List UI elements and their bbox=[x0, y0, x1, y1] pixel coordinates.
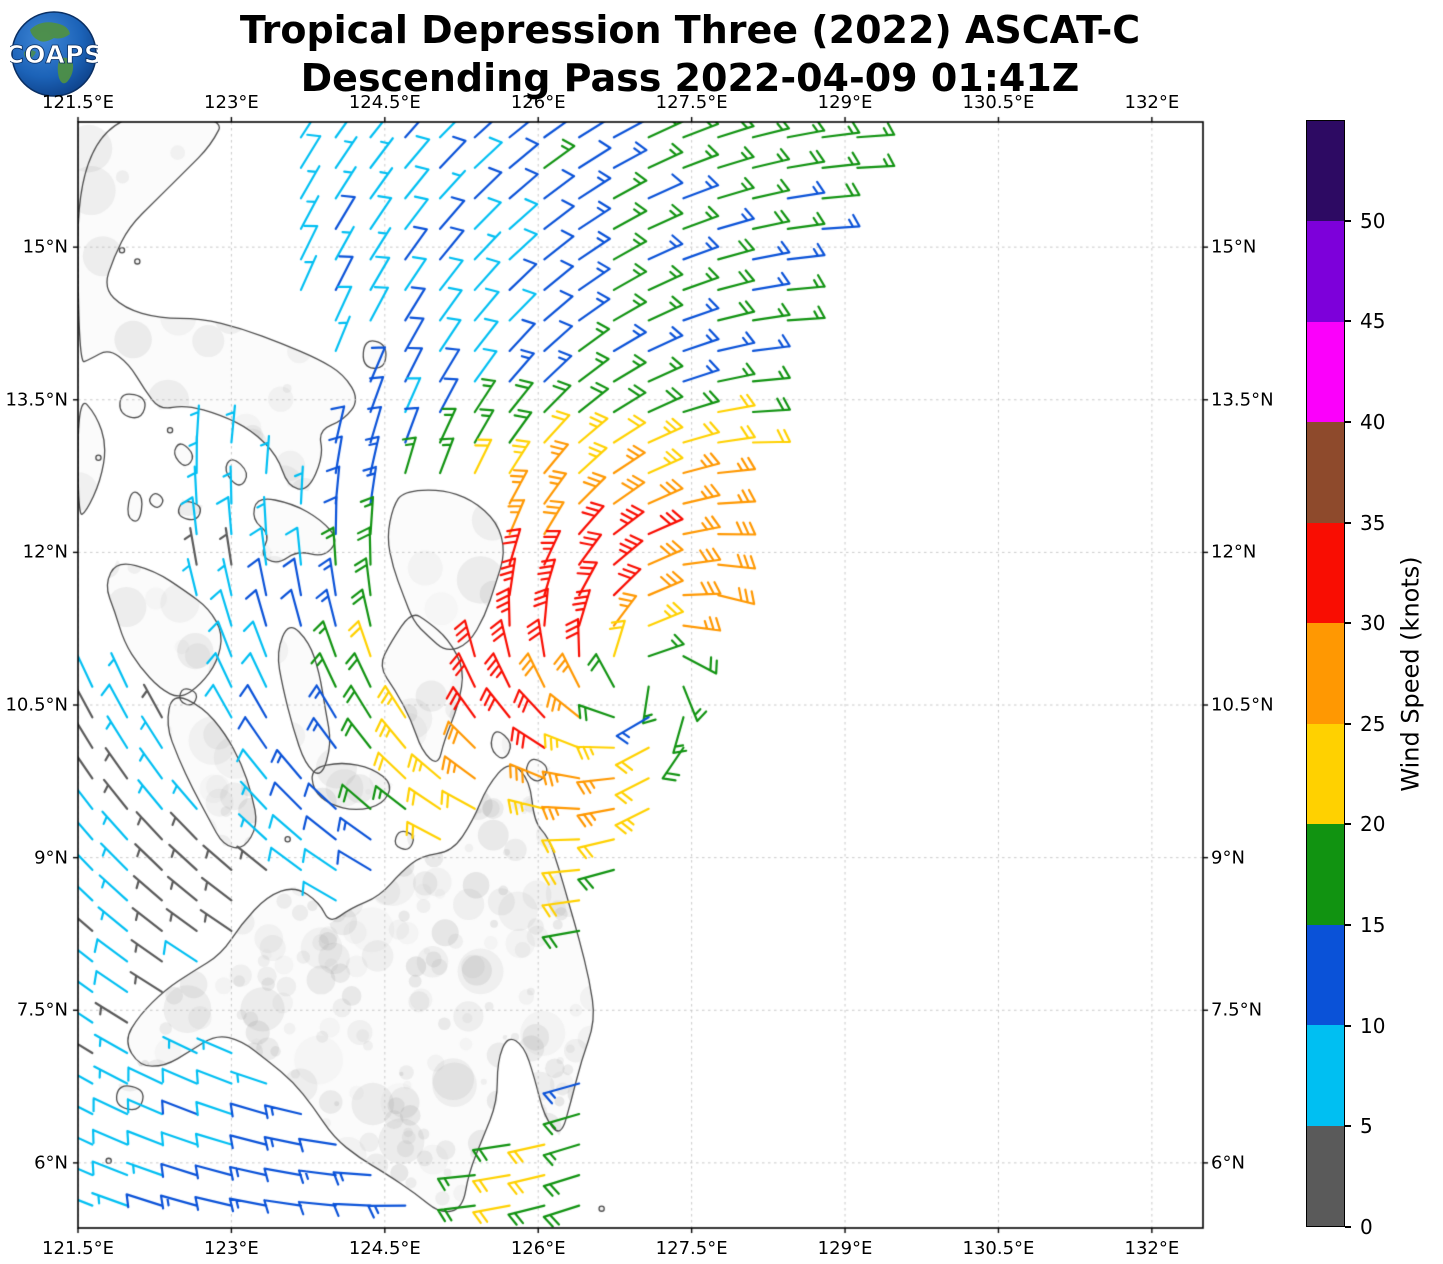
colorbar-tick-label: 45 bbox=[1360, 309, 1386, 334]
colorbar-tick bbox=[1345, 420, 1351, 423]
x-tick-label-bottom: 129°E bbox=[817, 1238, 873, 1259]
colorbar-tick-label: 10 bbox=[1360, 1013, 1386, 1038]
x-tick-label-top: 127.5°E bbox=[655, 92, 728, 113]
x-tick-label-top: 123°E bbox=[204, 92, 259, 113]
x-tick-label-top: 121.5°E bbox=[42, 92, 114, 113]
colorbar-tick bbox=[1345, 219, 1351, 222]
colorbar-tick bbox=[1345, 1226, 1351, 1228]
y-tick-label-left: 10.5°N bbox=[5, 694, 68, 716]
y-tick-label-right: 10.5°N bbox=[1211, 694, 1274, 716]
x-tick-label-top: 124.5°E bbox=[348, 92, 421, 113]
colorbar-segment-20-25 bbox=[1307, 723, 1344, 825]
colorbar-tick-label: 20 bbox=[1360, 812, 1386, 837]
y-tick-label-left: 13.5°N bbox=[5, 389, 68, 411]
continent-north-america bbox=[30, 22, 70, 42]
y-tick-label-left: 15°N bbox=[22, 236, 68, 258]
colorbar-tick bbox=[1345, 1024, 1351, 1027]
y-tick-label-left: 6°N bbox=[34, 1152, 68, 1174]
colorbar-segment-10-15 bbox=[1307, 924, 1344, 1026]
figure-title-line2: Descending Pass 2022-04-09 01:41Z bbox=[300, 56, 1080, 100]
x-tick-label-top: 126°E bbox=[510, 92, 566, 113]
continent-south-america bbox=[57, 57, 74, 84]
continent-blob bbox=[23, 50, 36, 59]
x-tick-label-top: 129°E bbox=[817, 92, 873, 113]
colorbar-segment-30-35 bbox=[1307, 522, 1344, 624]
colorbar-tick-label: 35 bbox=[1360, 510, 1386, 535]
colorbar bbox=[1306, 120, 1345, 1227]
x-tick-label-bottom: 124.5°E bbox=[348, 1238, 421, 1259]
colorbar-tick bbox=[1345, 622, 1351, 625]
x-tick-label-bottom: 132°E bbox=[1124, 1238, 1180, 1259]
colorbar-segment-15-20 bbox=[1307, 824, 1344, 925]
x-tick-label-bottom: 121.5°E bbox=[42, 1238, 114, 1259]
coaps-logo: COAPS bbox=[10, 11, 98, 97]
y-tick-label-left: 7.5°N bbox=[16, 999, 68, 1021]
colorbar-tick-label: 5 bbox=[1360, 1114, 1373, 1139]
colorbar-segment-25-30 bbox=[1307, 623, 1344, 724]
colorbar-tick-label: 15 bbox=[1360, 913, 1386, 938]
colorbar-tick-label: 40 bbox=[1360, 409, 1386, 434]
x-tick-label-top: 132°E bbox=[1124, 92, 1180, 113]
x-tick-label-bottom: 130.5°E bbox=[962, 1238, 1035, 1259]
x-tick-label-bottom: 123°E bbox=[204, 1238, 259, 1259]
figure-title-line1: Tropical Depression Three (2022) ASCAT-C bbox=[239, 8, 1141, 52]
colorbar-tick bbox=[1345, 823, 1351, 826]
figure-title: Tropical Depression Three (2022) ASCAT-C… bbox=[170, 6, 1210, 102]
colorbar-segment-40-45 bbox=[1307, 321, 1344, 423]
y-tick-label-right: 9°N bbox=[1211, 847, 1245, 869]
logo-text: COAPS bbox=[10, 40, 98, 69]
y-tick-label-left: 12°N bbox=[22, 541, 68, 563]
x-tick-label-bottom: 126°E bbox=[510, 1238, 566, 1259]
colorbar-segment-45-50 bbox=[1307, 221, 1344, 322]
colorbar-label-wrap: Wind Speed (knots) bbox=[1396, 120, 1426, 1227]
x-tick-label-top: 130.5°E bbox=[962, 92, 1035, 113]
colorbar-tick-label: 50 bbox=[1360, 208, 1386, 233]
y-tick-label-right: 13.5°N bbox=[1211, 389, 1274, 411]
colorbar-segment-0-5 bbox=[1307, 1125, 1344, 1226]
y-tick-label-right: 15°N bbox=[1211, 236, 1257, 258]
colorbar-segment-5-10 bbox=[1307, 1025, 1344, 1126]
colorbar-tick-label: 30 bbox=[1360, 611, 1386, 636]
colorbar-segment-50-55 bbox=[1307, 121, 1344, 222]
colorbar-tick bbox=[1345, 320, 1351, 323]
y-tick-label-right: 12°N bbox=[1211, 541, 1257, 563]
colorbar-tick-label: 25 bbox=[1360, 711, 1386, 736]
x-tick-label-bottom: 127.5°E bbox=[655, 1238, 728, 1259]
y-tick-label-right: 7.5°N bbox=[1211, 999, 1263, 1021]
y-tick-label-right: 6°N bbox=[1211, 1152, 1245, 1174]
y-tick-label-left: 9°N bbox=[34, 847, 68, 869]
colorbar-tick bbox=[1345, 521, 1351, 524]
colorbar-label: Wind Speed (knots) bbox=[1397, 555, 1425, 792]
colorbar-segment-35-40 bbox=[1307, 422, 1344, 523]
colorbar-tick-label: 0 bbox=[1360, 1215, 1373, 1239]
colorbar-tick bbox=[1345, 1125, 1351, 1128]
colorbar-tick bbox=[1345, 722, 1351, 725]
colorbar-tick bbox=[1345, 924, 1351, 927]
